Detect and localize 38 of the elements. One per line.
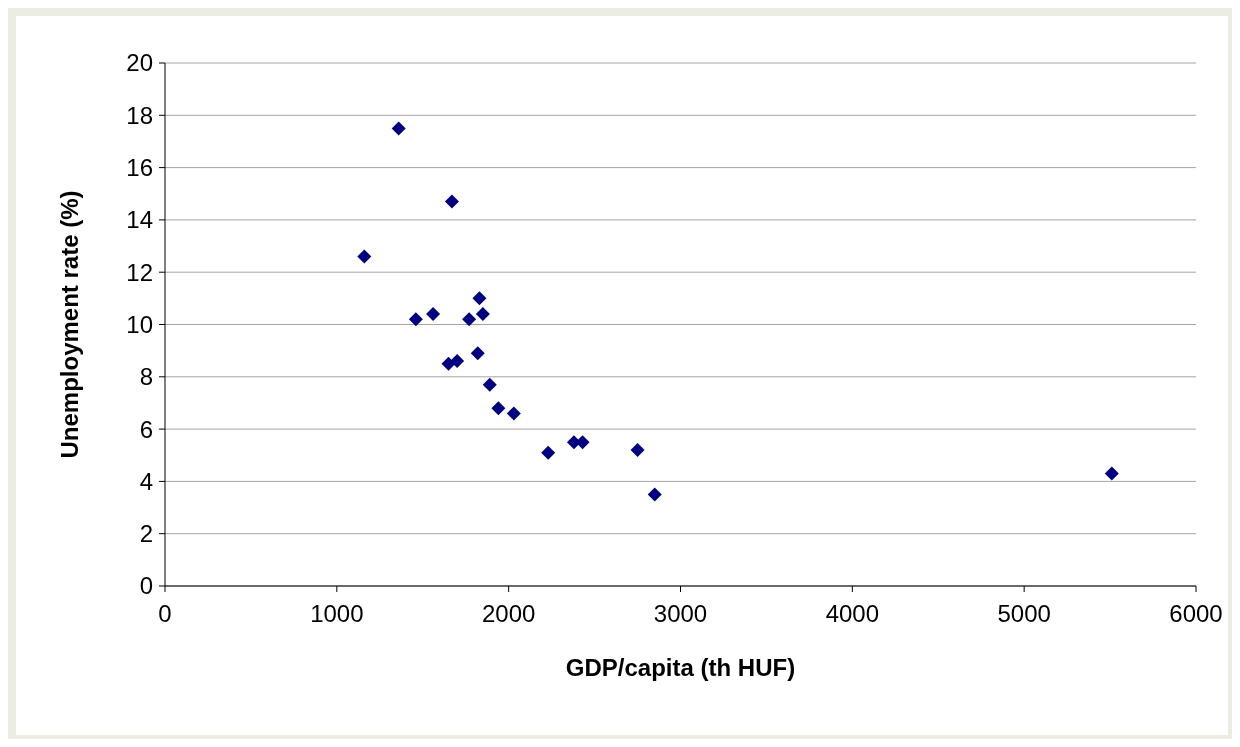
y-tick-label: 8 xyxy=(139,363,153,391)
point xyxy=(472,291,487,306)
y-tick-label: 12 xyxy=(126,258,153,286)
x-tick-label: 1000 xyxy=(310,600,364,627)
x-tick-label: 5000 xyxy=(997,600,1051,627)
y-tick-label: 6 xyxy=(139,415,153,443)
y-tick-label: 2 xyxy=(139,520,153,548)
point xyxy=(1104,466,1119,481)
x-tick-label: 4000 xyxy=(825,600,880,627)
y-tick-label: 18 xyxy=(126,101,153,129)
y-tick-label: 4 xyxy=(139,467,153,495)
y-tick-label: 20 xyxy=(126,49,153,77)
point xyxy=(482,377,497,392)
y-tick-label: 10 xyxy=(126,310,153,338)
point xyxy=(541,445,556,460)
point xyxy=(450,354,465,369)
point xyxy=(444,194,459,209)
point xyxy=(408,312,423,327)
y-tick-label: 0 xyxy=(139,572,153,600)
y-axis-title: Unemployment rate (%) xyxy=(56,190,83,459)
x-tick-label: 2000 xyxy=(481,600,536,627)
point xyxy=(426,307,441,322)
point xyxy=(391,121,406,136)
point xyxy=(506,406,521,421)
y-tick-label: 16 xyxy=(126,154,153,181)
point xyxy=(357,249,372,264)
point xyxy=(630,443,645,458)
point xyxy=(441,356,456,371)
point xyxy=(462,312,477,327)
x-tick-label: 3000 xyxy=(653,600,708,627)
y-tick-label: 14 xyxy=(126,206,153,234)
point xyxy=(475,307,490,322)
point xyxy=(470,346,485,361)
point xyxy=(647,487,662,502)
x-tick-label: 6000 xyxy=(1169,600,1223,627)
point xyxy=(491,401,506,416)
x-tick-label: 0 xyxy=(158,600,172,627)
x-axis-title: GDP/capita (th HUF) xyxy=(565,654,796,681)
